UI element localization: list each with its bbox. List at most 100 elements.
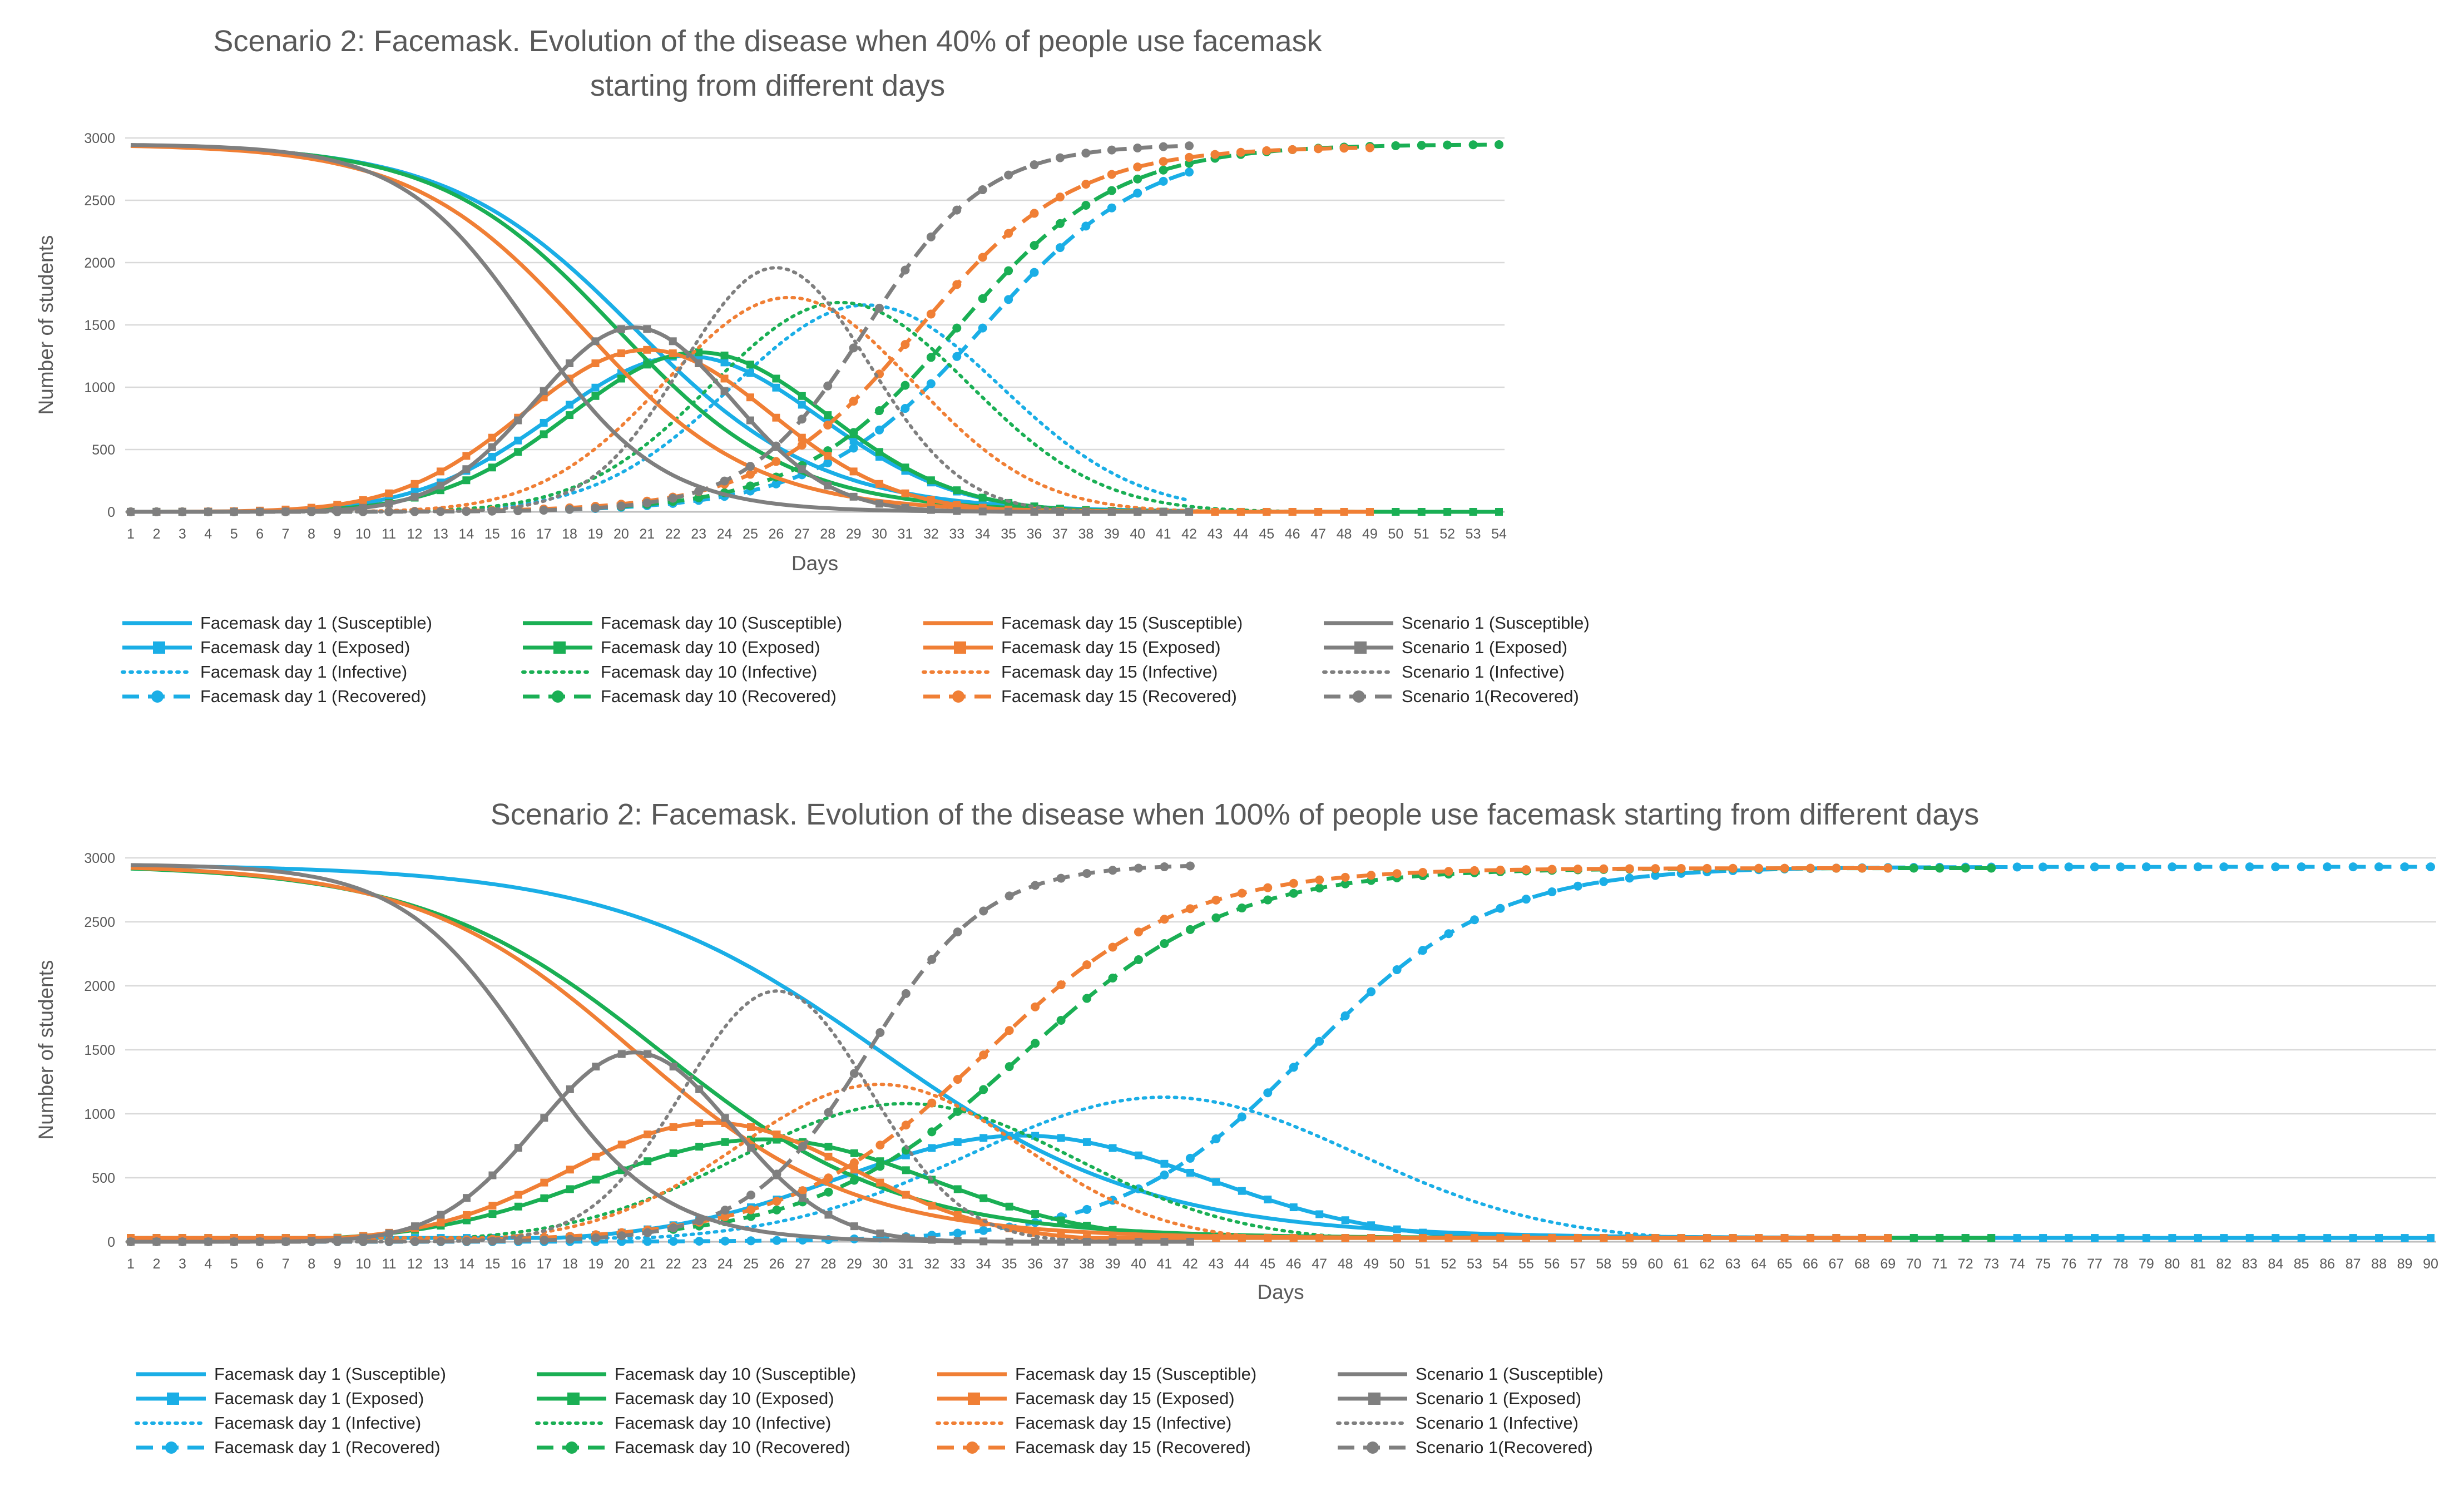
x-tick-label: 26 xyxy=(769,1256,785,1272)
x-tick-label: 7 xyxy=(282,526,290,542)
data-point xyxy=(772,374,780,383)
series-path xyxy=(129,266,1191,514)
data-point xyxy=(1444,929,1453,939)
data-point xyxy=(1031,1237,1040,1246)
data-point xyxy=(721,1138,729,1146)
x-tick-label: 70 xyxy=(1906,1256,1922,1272)
data-point xyxy=(850,1166,858,1174)
data-point xyxy=(384,1237,394,1246)
data-point xyxy=(926,353,936,362)
legend-item: Facemask day 1 (Recovered) xyxy=(136,1438,441,1457)
x-tick-label: 10 xyxy=(355,1256,371,1272)
data-point xyxy=(359,1237,368,1246)
data-point xyxy=(616,501,626,511)
data-point xyxy=(1547,887,1557,897)
data-point xyxy=(565,505,575,514)
data-point xyxy=(1599,864,1609,873)
x-tick-label: 68 xyxy=(1854,1256,1870,1272)
data-point xyxy=(436,481,444,490)
data-point xyxy=(875,1162,885,1171)
x-tick-label: 12 xyxy=(407,526,423,542)
data-point xyxy=(669,337,677,345)
data-point xyxy=(1832,863,1841,873)
data-point xyxy=(953,501,961,509)
data-point xyxy=(953,927,962,937)
data-point xyxy=(1210,150,1220,159)
data-point xyxy=(540,1114,548,1122)
legend-label: Scenario 1 (Infective) xyxy=(1402,662,1565,682)
x-tick-label: 29 xyxy=(846,526,862,542)
data-point xyxy=(1625,864,1634,873)
data-point xyxy=(2245,862,2254,872)
data-point xyxy=(953,1107,962,1116)
data-point xyxy=(1159,176,1168,186)
data-point xyxy=(1055,153,1065,162)
data-point xyxy=(126,507,135,516)
data-point xyxy=(204,1237,213,1246)
data-point xyxy=(2039,862,2048,872)
data-point xyxy=(1185,904,1195,914)
x-tick-label: 27 xyxy=(795,1256,810,1272)
series-line xyxy=(126,167,1194,516)
data-point xyxy=(2348,862,2358,872)
data-point xyxy=(1288,145,1297,154)
data-point xyxy=(1081,149,1091,158)
data-point xyxy=(617,1231,626,1241)
y-tick-label: 0 xyxy=(107,1235,115,1250)
data-point xyxy=(2297,1234,2305,1242)
data-point xyxy=(1005,1026,1014,1035)
y-axis-label: Number of students xyxy=(34,235,57,415)
data-point xyxy=(745,481,755,491)
data-point xyxy=(824,452,832,460)
data-point xyxy=(1496,865,1505,875)
series-path xyxy=(131,170,1190,514)
x-tick-label: 19 xyxy=(588,526,603,542)
x-tick-label: 5 xyxy=(230,1256,238,1272)
data-point xyxy=(720,374,729,383)
legend-label: Scenario 1 (Susceptible) xyxy=(1416,1364,1604,1384)
data-point xyxy=(1418,867,1428,877)
x-tick-label: 22 xyxy=(665,526,681,542)
data-point xyxy=(1858,1234,1866,1242)
x-tick-label: 59 xyxy=(1622,1256,1637,1272)
data-point xyxy=(1495,140,1503,149)
chart-title: Scenario 2: Facemask. Evolution of the d… xyxy=(213,24,1322,58)
legend-item: Facemask day 10 (Exposed) xyxy=(537,1389,834,1408)
data-point xyxy=(746,393,754,402)
data-point xyxy=(617,325,625,333)
x-tick-label: 20 xyxy=(613,526,629,542)
data-point xyxy=(488,1202,497,1210)
legend-label: Facemask day 15 (Susceptible) xyxy=(1001,613,1243,633)
data-point xyxy=(979,1194,988,1202)
x-tick-label: 39 xyxy=(1105,1256,1121,1272)
data-point xyxy=(953,1138,962,1146)
data-point xyxy=(797,414,807,424)
x-tick-label: 50 xyxy=(1389,1256,1405,1272)
data-point xyxy=(823,421,833,430)
data-point xyxy=(746,1212,756,1221)
data-point xyxy=(1185,861,1195,871)
x-tick-label: 17 xyxy=(536,526,552,542)
x-tick-label: 42 xyxy=(1181,526,1197,542)
data-point xyxy=(1185,141,1194,151)
data-point xyxy=(978,507,987,516)
x-tick-label: 35 xyxy=(1002,1256,1017,1272)
series-line xyxy=(129,989,1192,1243)
data-point xyxy=(1237,904,1246,913)
data-point xyxy=(1005,1062,1014,1072)
data-point xyxy=(1883,863,1893,873)
data-point xyxy=(1495,508,1503,516)
x-tick-label: 74 xyxy=(2010,1256,2025,1272)
data-point xyxy=(1470,915,1479,925)
data-point xyxy=(746,1190,756,1199)
data-point xyxy=(410,507,419,516)
data-point xyxy=(488,1210,497,1218)
data-point xyxy=(953,486,961,495)
legend-item: Scenario 1(Recovered) xyxy=(1324,687,1579,706)
data-point xyxy=(979,1085,988,1094)
data-point xyxy=(1030,209,1039,218)
data-point xyxy=(901,463,909,472)
x-tick-label: 29 xyxy=(847,1256,862,1272)
data-point xyxy=(901,265,910,275)
data-point xyxy=(1211,1134,1221,1144)
